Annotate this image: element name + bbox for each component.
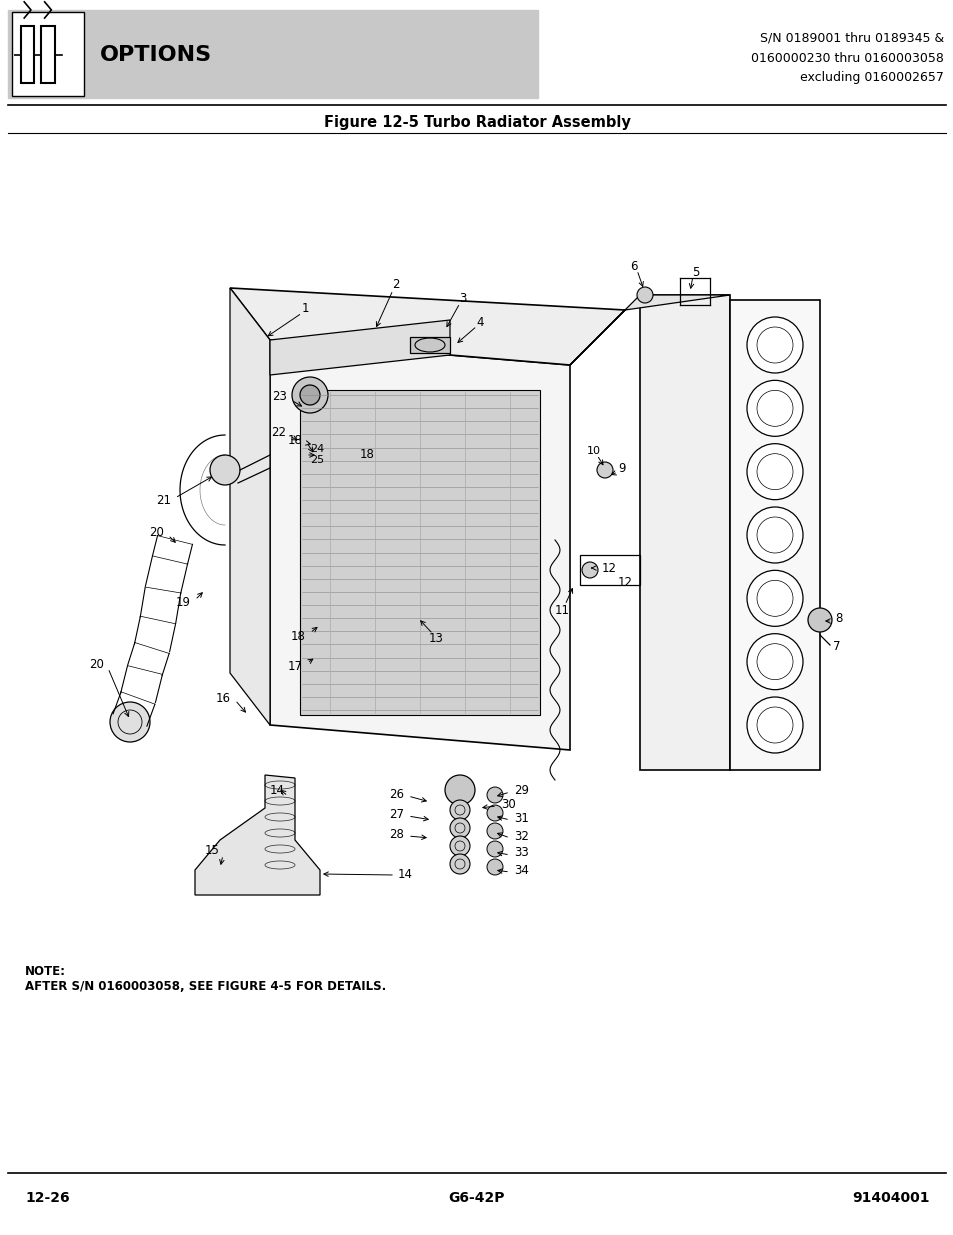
Text: 26: 26: [389, 788, 403, 800]
Circle shape: [444, 776, 475, 805]
Circle shape: [110, 701, 150, 742]
Text: 91404001: 91404001: [852, 1191, 929, 1205]
Circle shape: [210, 454, 240, 485]
Text: 16: 16: [215, 692, 231, 704]
Text: 30: 30: [500, 798, 516, 810]
Text: 9: 9: [618, 462, 625, 475]
Text: 0160000230 thru 0160003058: 0160000230 thru 0160003058: [750, 52, 943, 64]
Text: 18: 18: [359, 448, 375, 462]
Circle shape: [746, 697, 802, 753]
Circle shape: [450, 836, 470, 856]
Text: 17: 17: [288, 659, 303, 673]
Polygon shape: [270, 340, 569, 750]
Polygon shape: [230, 288, 270, 725]
Text: 27: 27: [389, 808, 403, 820]
Circle shape: [486, 787, 502, 803]
Text: 18: 18: [288, 433, 303, 447]
Text: 24: 24: [310, 445, 324, 454]
Text: 19: 19: [175, 597, 191, 610]
Text: 1: 1: [301, 301, 309, 315]
Text: 28: 28: [389, 827, 403, 841]
Circle shape: [299, 385, 319, 405]
Circle shape: [597, 462, 613, 478]
Text: 18: 18: [291, 630, 306, 642]
Circle shape: [637, 287, 652, 303]
Circle shape: [807, 608, 831, 632]
Text: 13: 13: [428, 632, 443, 646]
Text: 14: 14: [397, 868, 413, 882]
Text: 20: 20: [89, 657, 104, 671]
Text: 12: 12: [601, 562, 617, 574]
Text: 31: 31: [514, 811, 528, 825]
Polygon shape: [569, 295, 729, 366]
Text: 4: 4: [476, 315, 483, 329]
Text: 25: 25: [310, 454, 324, 466]
Circle shape: [746, 317, 802, 373]
Text: 7: 7: [832, 641, 840, 653]
Bar: [299, 390, 539, 715]
Circle shape: [486, 860, 502, 876]
Circle shape: [581, 562, 598, 578]
Polygon shape: [639, 295, 729, 769]
Text: 12: 12: [618, 576, 633, 589]
Text: 23: 23: [272, 390, 287, 404]
Circle shape: [486, 805, 502, 821]
Text: 21: 21: [156, 494, 171, 508]
Polygon shape: [194, 776, 319, 895]
Circle shape: [746, 443, 802, 500]
Polygon shape: [410, 337, 450, 353]
Text: excluding 0160002657: excluding 0160002657: [800, 72, 943, 84]
Text: 34: 34: [514, 863, 528, 877]
Text: Figure 12-5 Turbo Radiator Assembly: Figure 12-5 Turbo Radiator Assembly: [323, 115, 630, 130]
Circle shape: [746, 380, 802, 436]
Text: 6: 6: [630, 259, 638, 273]
Circle shape: [292, 377, 328, 412]
Circle shape: [486, 841, 502, 857]
Circle shape: [450, 853, 470, 874]
Text: 3: 3: [458, 291, 466, 305]
Text: 22: 22: [271, 426, 286, 440]
Circle shape: [450, 818, 470, 839]
Text: 5: 5: [692, 266, 699, 279]
Text: 20: 20: [149, 526, 164, 538]
Text: AFTER S/N 0160003058, SEE FIGURE 4-5 FOR DETAILS.: AFTER S/N 0160003058, SEE FIGURE 4-5 FOR…: [25, 981, 386, 993]
Text: NOTE:: NOTE:: [25, 965, 66, 978]
Circle shape: [746, 634, 802, 689]
Polygon shape: [270, 320, 450, 375]
Text: OPTIONS: OPTIONS: [100, 44, 212, 65]
Text: 14: 14: [270, 784, 285, 798]
Text: G6-42P: G6-42P: [448, 1191, 505, 1205]
Text: 12-26: 12-26: [25, 1191, 70, 1205]
Bar: [41, 26, 54, 83]
Text: 8: 8: [834, 611, 841, 625]
Circle shape: [746, 508, 802, 563]
Text: 15: 15: [205, 844, 220, 857]
Circle shape: [486, 823, 502, 839]
Polygon shape: [729, 300, 820, 769]
Text: S/N 0189001 thru 0189345 &: S/N 0189001 thru 0189345 &: [759, 32, 943, 44]
Text: 11: 11: [554, 604, 569, 616]
Text: 2: 2: [392, 279, 399, 291]
Text: 33: 33: [514, 846, 528, 860]
Polygon shape: [230, 288, 624, 366]
Circle shape: [450, 800, 470, 820]
Text: 10: 10: [586, 446, 600, 456]
Circle shape: [746, 571, 802, 626]
Bar: [21, 26, 34, 83]
Text: 29: 29: [514, 783, 529, 797]
Text: 32: 32: [514, 830, 528, 842]
